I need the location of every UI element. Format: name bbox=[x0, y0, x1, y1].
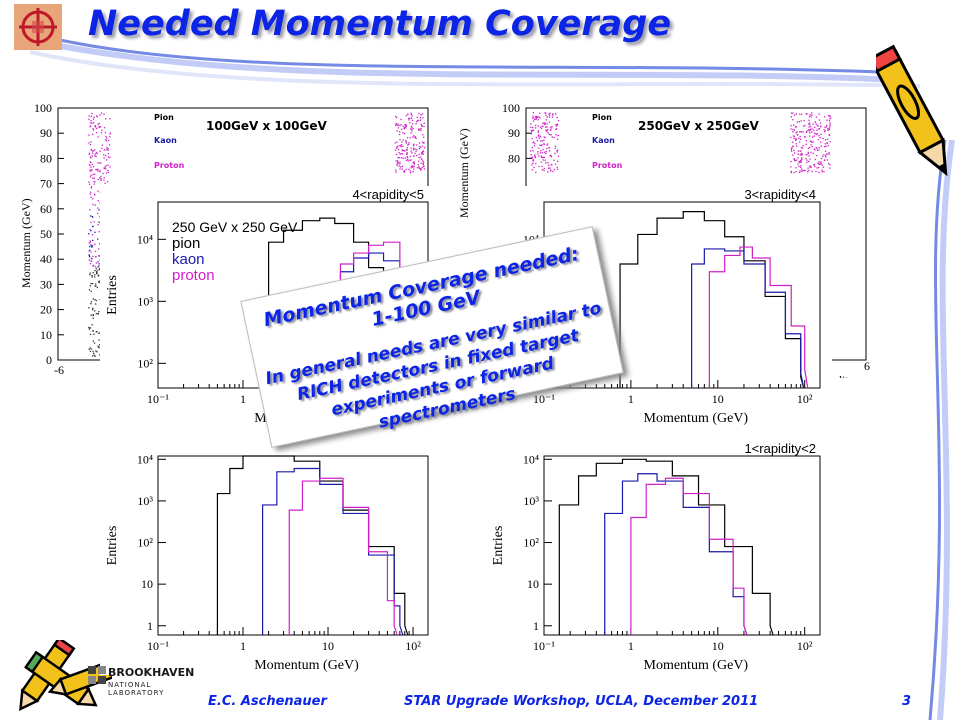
bg-left-legend-kaon: Kaon bbox=[154, 136, 177, 145]
histogram-panel-4: 10⁻¹ 1 10 10² 1 10 10² 10³ 10⁴ Momentum (GeV) Entr… bbox=[486, 440, 832, 675]
x-tick-label: 10² bbox=[797, 639, 813, 653]
slide-title: Needed Momentum Coverage bbox=[88, 4, 672, 44]
histogram-panel-3: 10⁻¹ 1 10 10² 1 10 10² 10³ 10⁴ Momentum (GeV) Entr… bbox=[100, 440, 440, 675]
y-tick-label: 10 bbox=[527, 577, 539, 591]
y-tick-label: 1 bbox=[147, 619, 153, 633]
series-proton bbox=[630, 477, 748, 636]
bg-right-xtick: 6 bbox=[864, 359, 870, 373]
bg-right-legend-proton: Proton bbox=[592, 161, 623, 170]
bg-left-ytick: 100 bbox=[34, 101, 52, 115]
y-tick-label: 10³ bbox=[523, 494, 539, 508]
y-axis-label: Entries bbox=[105, 526, 120, 566]
y-tick-label: 10⁴ bbox=[137, 232, 153, 246]
bg-left-ytick: 20 bbox=[40, 303, 52, 317]
series-kaon bbox=[604, 473, 748, 636]
bg-right-ytick: 90 bbox=[508, 126, 520, 140]
x-tick-label: 1 bbox=[628, 639, 634, 653]
x-tick-label: 10 bbox=[712, 392, 724, 406]
y-tick-label: 1 bbox=[533, 619, 539, 633]
x-tick-label: 10² bbox=[405, 639, 421, 653]
bg-right-ylabel: Momentum (GeV) bbox=[457, 128, 471, 218]
y-tick-label: 10² bbox=[137, 536, 153, 550]
x-tick-label: 10 bbox=[322, 639, 334, 653]
x-tick-label: 10⁻¹ bbox=[533, 639, 555, 653]
plot-frame bbox=[543, 455, 821, 636]
bg-right-label: 250GeV x 250GeV bbox=[638, 119, 759, 133]
plot-title: 3<rapidity<4 bbox=[744, 187, 816, 202]
y-tick-label: 10⁴ bbox=[523, 452, 539, 466]
bg-left-ytick: 30 bbox=[40, 277, 52, 291]
series-pion bbox=[619, 211, 805, 389]
x-axis-label: Momentum (GeV) bbox=[644, 411, 749, 426]
series-pion bbox=[216, 455, 409, 636]
bg-left-xtick: -6 bbox=[54, 363, 64, 377]
plot-title: 4<rapidity<5 bbox=[352, 187, 424, 202]
series-proton bbox=[708, 246, 809, 389]
decorative-swoosh-right bbox=[928, 140, 955, 720]
brookhaven-logo: BROOKHAVEN NATIONAL LABORATORY bbox=[88, 664, 194, 704]
footer-author: E.C. Aschenauer bbox=[208, 694, 327, 709]
legend-entry: kaon bbox=[172, 251, 205, 268]
x-tick-label: 10⁻¹ bbox=[147, 639, 169, 653]
x-tick-label: 10⁻¹ bbox=[533, 392, 555, 406]
x-tick-label: 10⁻¹ bbox=[147, 392, 169, 406]
legend-entry: pion bbox=[172, 235, 200, 252]
bg-right-xlabel-fragment: dity bbox=[836, 373, 855, 378]
y-tick-label: 10² bbox=[523, 536, 539, 550]
bg-left-ytick: 10 bbox=[40, 328, 52, 342]
histogram-1-2: 10⁻¹ 1 10 10² 1 10 10² 10³ 10⁴ Momentum (GeV) Entr… bbox=[491, 441, 821, 673]
bg-right-ytick: 80 bbox=[508, 151, 520, 165]
y-tick-label: 10³ bbox=[137, 294, 153, 308]
bg-left-ylabel: Momentum (GeV) bbox=[19, 198, 33, 288]
bg-left-label: 100GeV x 100GeV bbox=[206, 119, 327, 133]
bg-right-legend-kaon: Kaon bbox=[592, 136, 615, 145]
plot-frame bbox=[157, 455, 429, 636]
decorative-swoosh-top bbox=[29, 38, 921, 88]
bnl-mark-icon bbox=[88, 666, 106, 684]
plot-title: 1<rapidity<2 bbox=[744, 441, 816, 456]
x-tick-label: 1 bbox=[628, 392, 634, 406]
y-axis-label: Entries bbox=[105, 275, 120, 315]
x-axis-label: Momentum (GeV) bbox=[644, 658, 749, 673]
bg-left-ytick: 60 bbox=[40, 202, 52, 216]
bg-left-ytick: 0 bbox=[46, 353, 52, 367]
x-tick-label: 10 bbox=[712, 639, 724, 653]
bg-left-legend-pion: Pion bbox=[154, 113, 174, 122]
bg-left-ytick: 40 bbox=[40, 252, 52, 266]
x-axis-label: Momentum (GeV) bbox=[254, 658, 359, 673]
x-tick-label: 1 bbox=[240, 392, 246, 406]
bg-left-ytick: 80 bbox=[40, 151, 52, 165]
bnl-name: BROOKHAVEN bbox=[108, 666, 195, 679]
legend-entry: 250 GeV x 250 GeV bbox=[172, 219, 298, 235]
bg-left-ytick: 90 bbox=[40, 126, 52, 140]
series-proton bbox=[288, 477, 398, 636]
x-tick-label: 1 bbox=[240, 639, 246, 653]
y-tick-label: 10 bbox=[141, 577, 153, 591]
pencil-icon bbox=[876, 44, 948, 177]
bg-right-legend-pion: Pion bbox=[592, 113, 612, 122]
y-tick-label: 10² bbox=[137, 356, 153, 370]
series-kaon bbox=[691, 248, 805, 389]
bg-left-legend-proton: Proton bbox=[154, 161, 185, 170]
page-number: 3 bbox=[902, 694, 912, 709]
series-pion bbox=[558, 458, 774, 636]
x-tick-label: 10² bbox=[797, 392, 813, 406]
bg-left-ytick: 50 bbox=[40, 227, 52, 241]
eic-logo bbox=[14, 4, 62, 50]
y-axis-label: Entries bbox=[491, 526, 506, 566]
legend-entry: proton bbox=[172, 267, 215, 284]
footer-event: STAR Upgrade Workshop, UCLA, December 20… bbox=[404, 694, 759, 709]
pencils-icon bbox=[19, 640, 112, 712]
bg-right-ytick: 100 bbox=[502, 101, 520, 115]
bnl-subname: NATIONAL LABORATORY bbox=[108, 681, 165, 697]
histogram-lower-left: 10⁻¹ 1 10 10² 1 10 10² 10³ 10⁴ Momentum (GeV) Entr… bbox=[105, 452, 429, 673]
bg-left-ytick: 70 bbox=[40, 177, 52, 191]
y-tick-label: 10³ bbox=[137, 494, 153, 508]
y-tick-label: 10⁴ bbox=[137, 452, 153, 466]
